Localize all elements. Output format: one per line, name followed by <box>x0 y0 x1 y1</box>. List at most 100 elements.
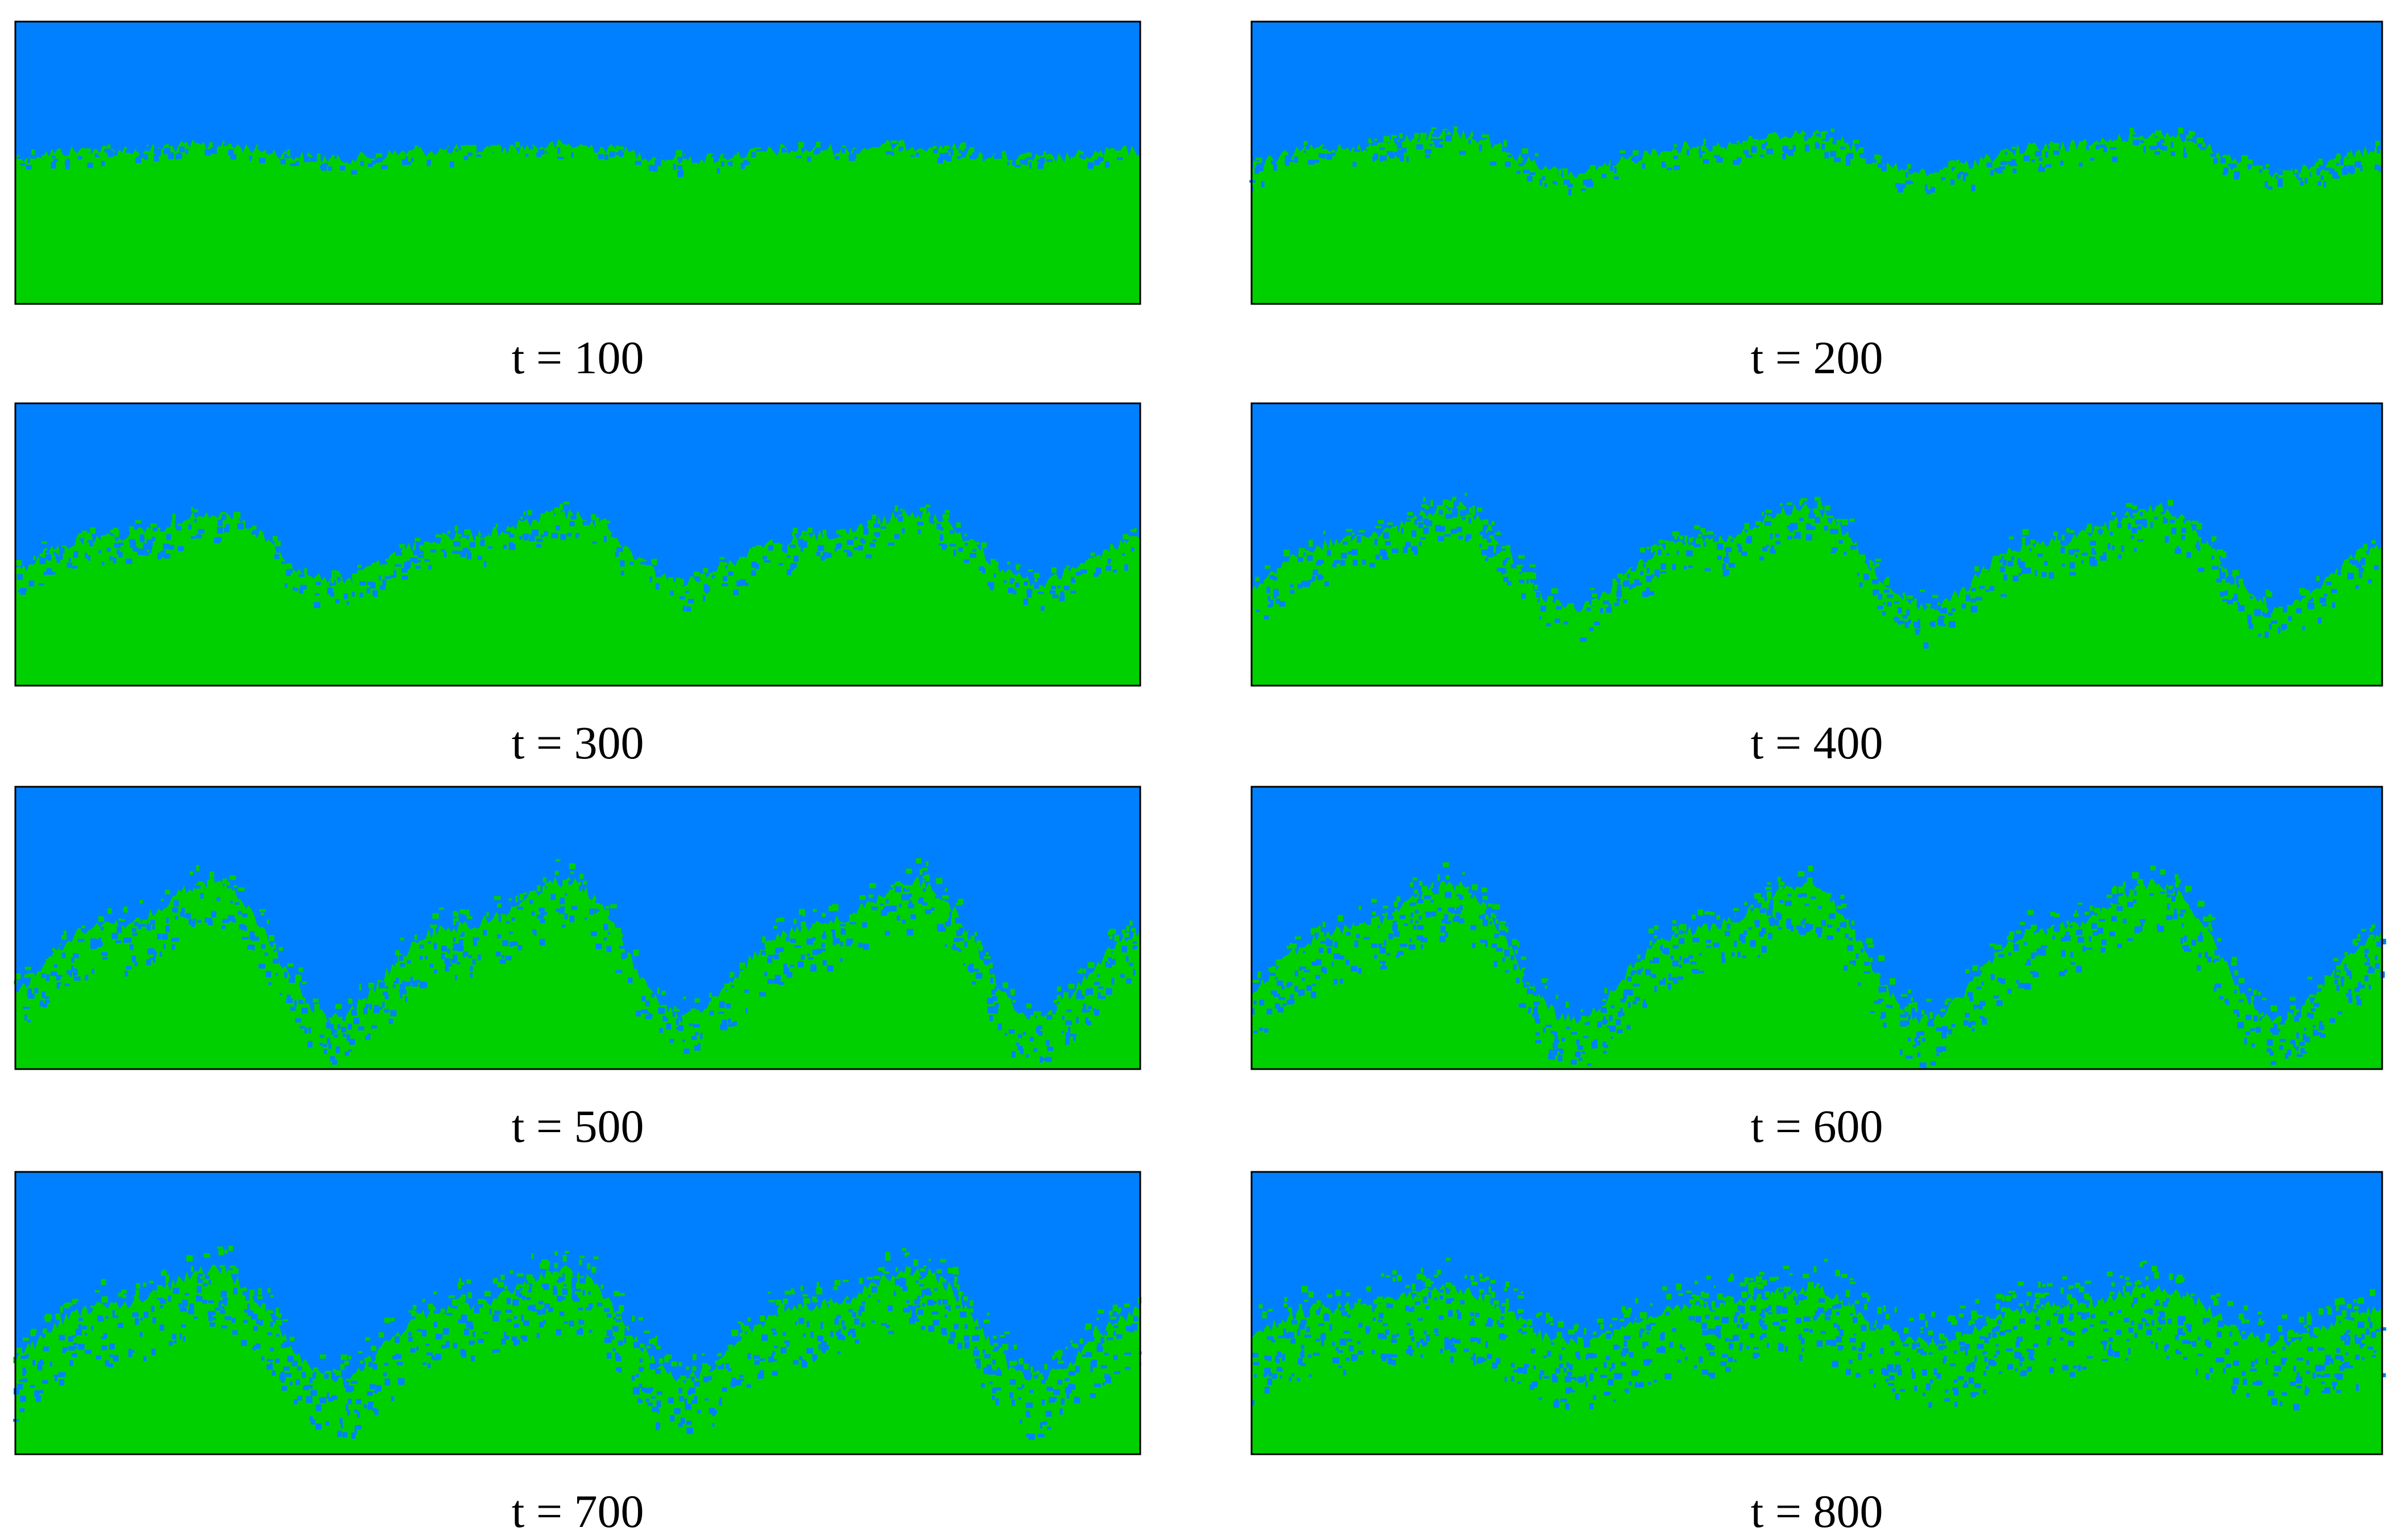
mixing-speckle <box>1602 1020 1607 1025</box>
mixing-speckle <box>1094 1383 1101 1387</box>
mixing-speckle <box>944 152 949 158</box>
mixing-speckle <box>1301 552 1306 556</box>
mixing-speckle <box>441 945 447 951</box>
mixing-speckle <box>949 530 954 534</box>
mixing-speckle <box>526 1297 531 1300</box>
mixing-speckle <box>1878 999 1884 1002</box>
mixing-speckle <box>1915 1041 1921 1046</box>
mixing-speckle <box>173 1288 180 1294</box>
mixing-speckle <box>218 146 223 152</box>
mixing-speckle <box>39 583 44 586</box>
mixing-speckle <box>504 533 508 537</box>
mixing-speckle <box>1685 958 1690 963</box>
mixing-speckle <box>1020 1048 1024 1054</box>
mixing-speckle <box>243 1320 248 1324</box>
mixing-speckle <box>1496 948 1503 952</box>
mixing-speckle <box>2035 1298 2040 1305</box>
mixing-speckle <box>1890 978 1896 985</box>
mixing-speckle <box>1837 1345 1842 1351</box>
mixing-speckle <box>456 962 461 965</box>
mixing-speckle <box>1326 938 1329 941</box>
mixing-speckle <box>1691 969 1699 973</box>
mixing-speckle <box>1275 1003 1279 1009</box>
mixing-speckle <box>1086 988 1093 995</box>
mixing-speckle <box>1028 1434 1035 1440</box>
mixing-speckle <box>1061 1030 1064 1033</box>
mixing-speckle <box>906 1300 910 1303</box>
mixing-speckle <box>1946 998 1951 1001</box>
mixing-speckle <box>334 152 337 159</box>
mixing-speckle <box>649 576 652 583</box>
mixing-speckle <box>2028 1353 2034 1359</box>
mixing-speckle <box>69 974 72 977</box>
mixing-speckle <box>2034 570 2037 577</box>
mixing-speckle <box>2290 996 2296 1001</box>
mixing-speckle <box>985 965 989 970</box>
mixing-speckle <box>1036 1370 1040 1375</box>
mixing-speckle <box>1930 187 1936 193</box>
mixing-speckle <box>1502 570 1507 573</box>
mixing-speckle <box>1303 970 1311 973</box>
mixing-speckle <box>91 969 95 974</box>
mixing-speckle <box>557 1279 562 1283</box>
mixing-speckle <box>959 938 964 941</box>
mixing-speckle <box>1253 161 1257 166</box>
mixing-speckle <box>1784 1287 1791 1292</box>
mixing-speckle <box>525 153 529 157</box>
mixing-speckle <box>1762 1324 1767 1330</box>
mixing-speckle <box>1041 1379 1046 1384</box>
mixing-speckle <box>1313 928 1319 933</box>
mixing-speckle <box>2078 929 2082 932</box>
mixing-speckle <box>2267 1039 2273 1046</box>
mixing-speckle <box>1654 1379 1657 1383</box>
lower-fluid <box>15 508 1140 686</box>
mixing-speckle <box>335 1370 341 1376</box>
mixing-speckle <box>1350 966 1357 972</box>
mixing-speckle <box>1610 165 1613 171</box>
mixing-speckle <box>579 1278 586 1284</box>
mixing-speckle <box>1007 162 1010 165</box>
mixing-speckle <box>2050 141 2053 145</box>
mixing-speckle <box>1709 1351 1715 1357</box>
mixing-speckle <box>1024 581 1028 586</box>
mixing-speckle <box>2288 1330 2294 1333</box>
mixing-speckle <box>1479 1289 1484 1293</box>
mixing-speckle <box>2313 1334 2318 1338</box>
mixing-speckle <box>523 1320 530 1326</box>
mixing-speckle <box>1993 995 1999 999</box>
mixing-speckle <box>129 539 136 543</box>
mixing-speckle <box>1765 141 1768 146</box>
mixing-speckle <box>503 545 507 549</box>
mixing-speckle <box>694 1396 698 1403</box>
mixing-speckle <box>182 1335 185 1342</box>
mixing-speckle <box>818 1344 821 1350</box>
mixing-speckle <box>160 550 166 557</box>
mixing-speckle <box>302 981 307 984</box>
mixing-speckle <box>2079 1286 2084 1292</box>
mixing-speckle <box>564 1284 566 1287</box>
mixing-speckle <box>1617 1011 1622 1017</box>
mixing-speckle <box>143 1356 147 1362</box>
mixing-speckle <box>2122 882 2126 888</box>
mixing-speckle <box>670 590 674 596</box>
mixing-speckle <box>1491 1304 1495 1311</box>
mixing-speckle <box>836 1314 841 1318</box>
mixing-speckle <box>1521 1003 1527 1008</box>
mixing-speckle <box>1541 978 1549 981</box>
mixing-speckle <box>1592 1046 1598 1049</box>
mixing-speckle <box>1737 543 1741 547</box>
mixing-speckle <box>112 1310 115 1317</box>
mixing-speckle <box>20 163 26 166</box>
mixing-speckle <box>1482 532 1490 539</box>
mixing-speckle <box>1694 1295 1700 1301</box>
mixing-speckle <box>1519 579 1521 583</box>
mixing-speckle <box>1691 915 1696 920</box>
mixing-speckle <box>1833 547 1838 551</box>
mixing-speckle <box>1650 948 1653 953</box>
mixing-speckle <box>1844 552 1847 555</box>
mixing-speckle <box>1876 158 1881 164</box>
mixing-speckle <box>281 1371 285 1377</box>
mixing-speckle <box>1950 179 1955 185</box>
mixing-speckle <box>1278 1335 1284 1338</box>
mixing-speckle <box>897 881 901 887</box>
